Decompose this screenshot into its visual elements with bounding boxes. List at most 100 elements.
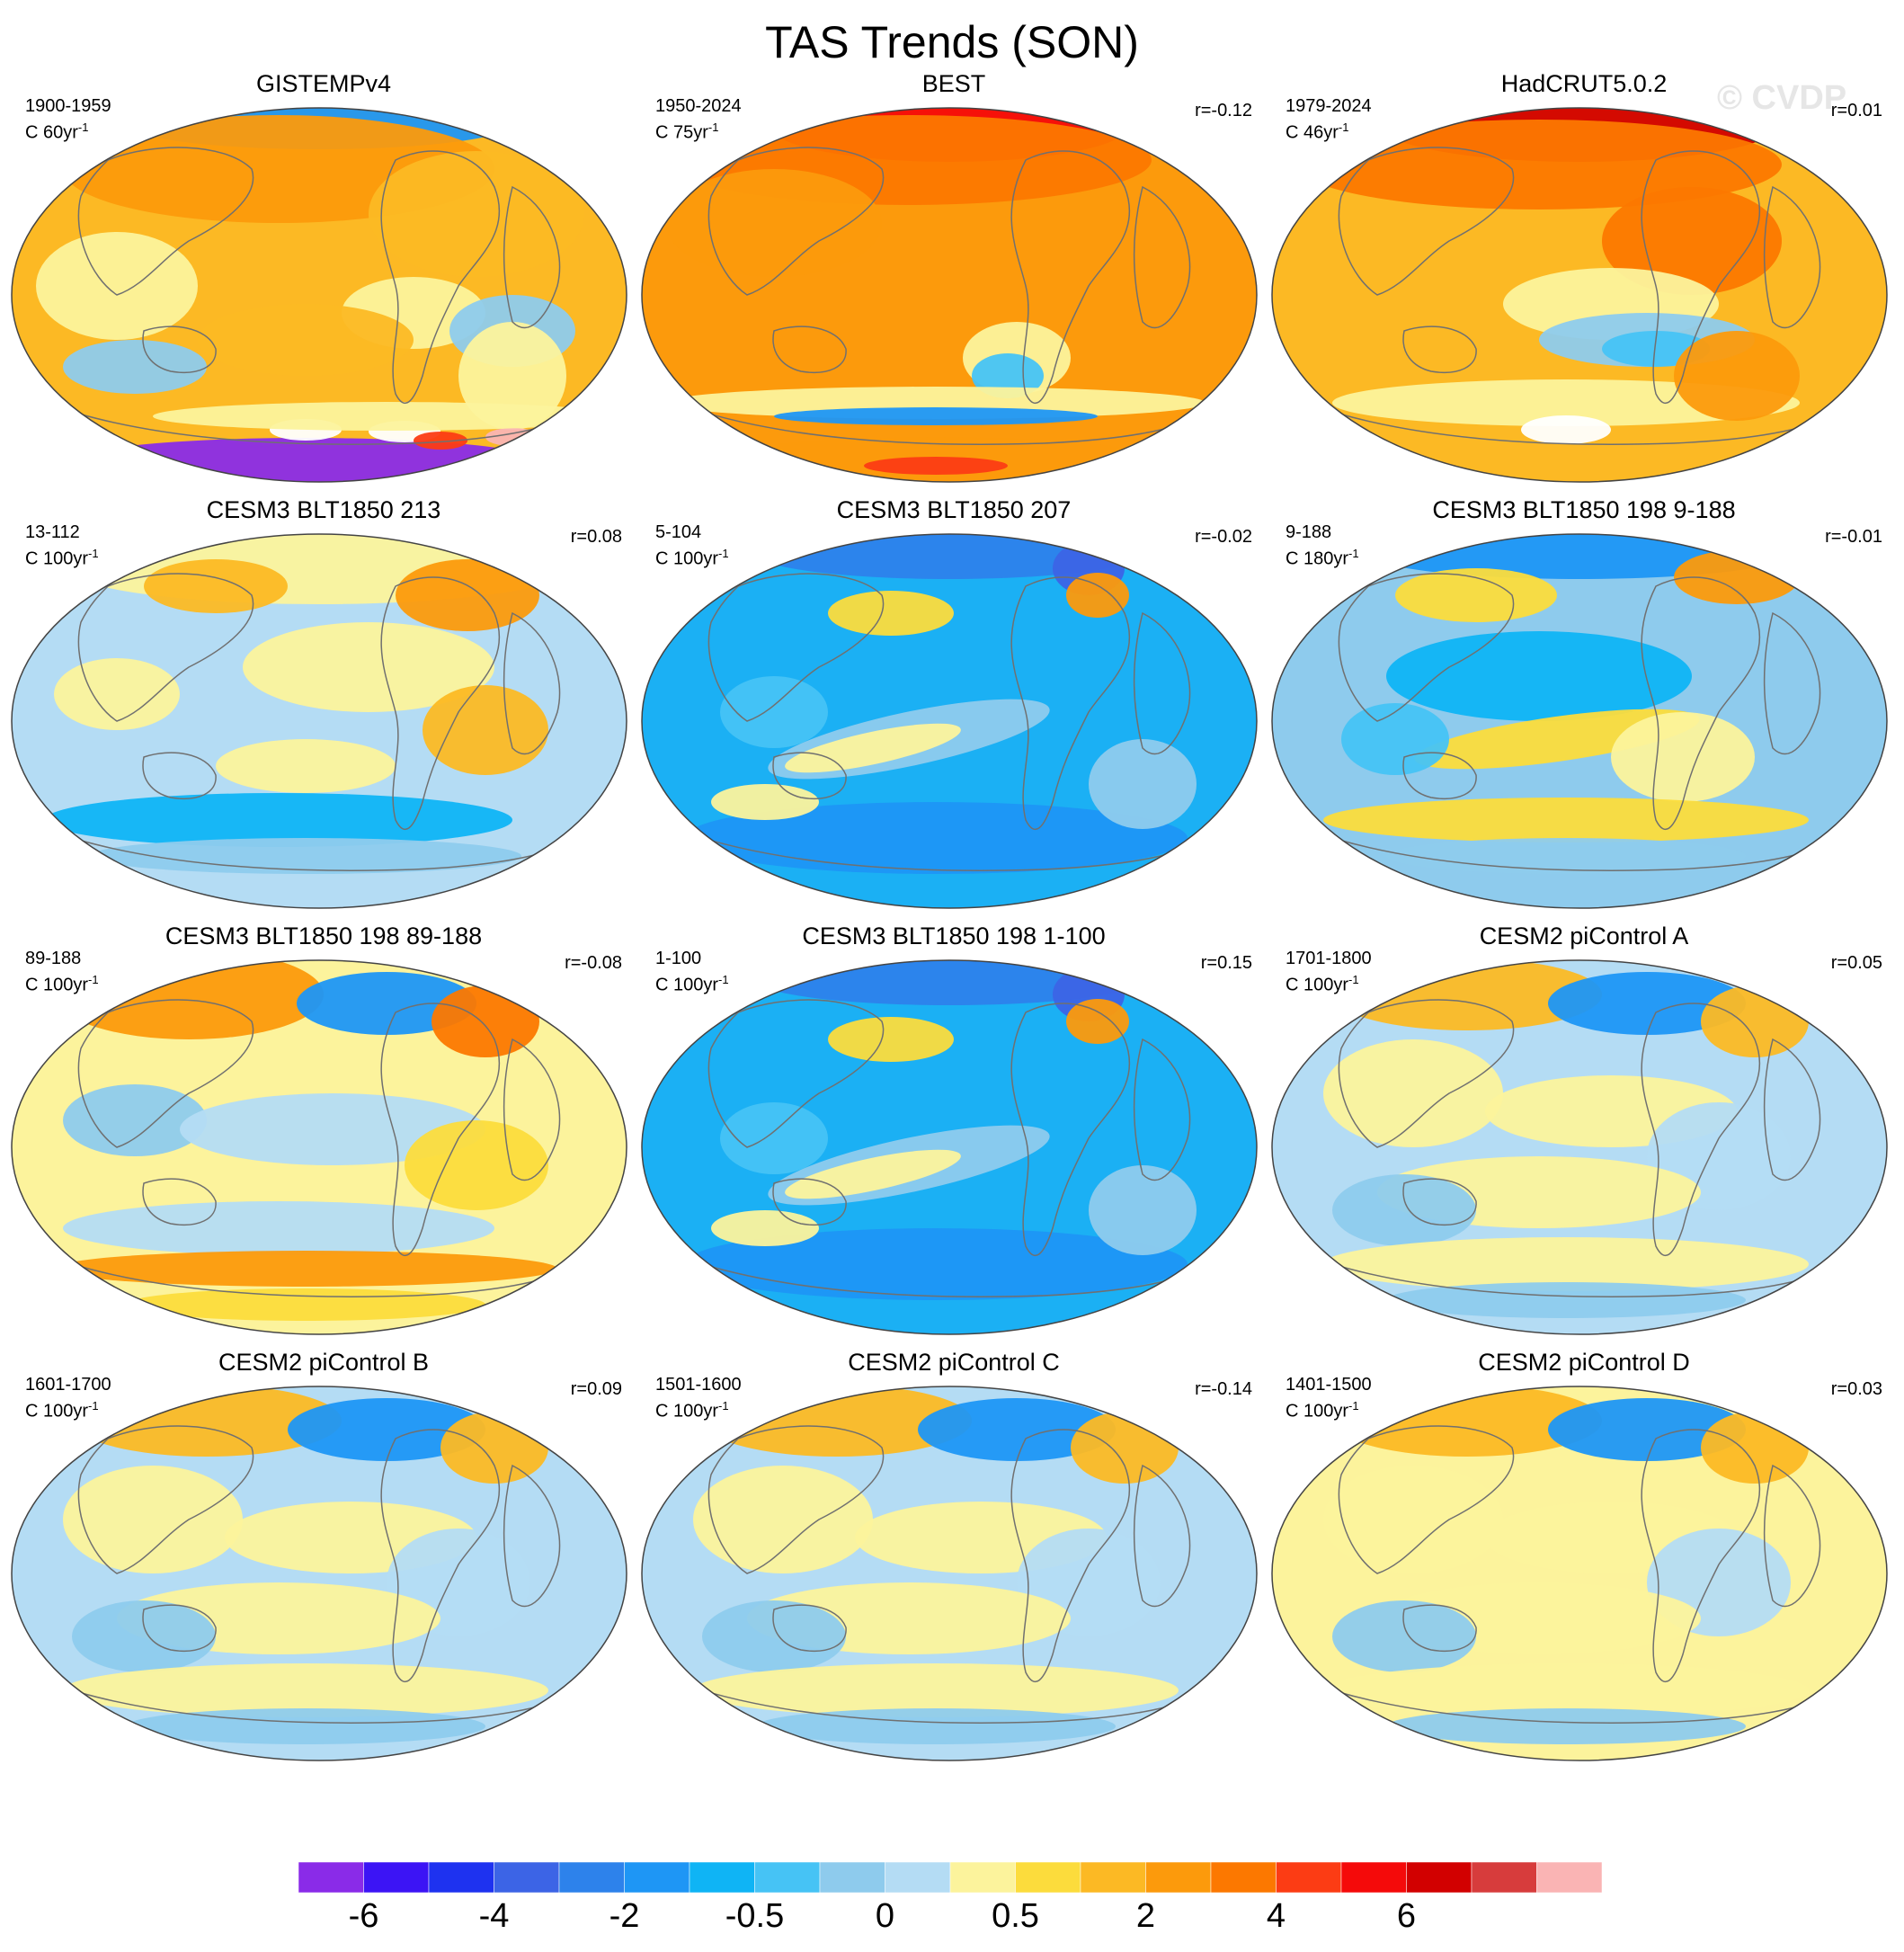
trend-region bbox=[153, 402, 620, 431]
coastline bbox=[1338, 1425, 1515, 1574]
colorbar-swatch bbox=[494, 1862, 560, 1893]
colorbar-swatch bbox=[624, 1862, 690, 1893]
trend-region bbox=[785, 1149, 961, 1199]
panel-units: C 75yr-1 bbox=[655, 120, 719, 143]
map-outline bbox=[641, 107, 1258, 483]
map-outline bbox=[11, 533, 627, 909]
trend-region bbox=[864, 457, 1008, 475]
coastline bbox=[77, 573, 254, 722]
coastline bbox=[142, 325, 217, 373]
map-panel-cesm3-198-1: CESM3 BLT1850 198 1-100 1-100 C 100yr-1 r=0… bbox=[639, 923, 1268, 1335]
panel-title: CESM3 BLT1850 207 bbox=[836, 496, 1072, 523]
coastline bbox=[77, 999, 254, 1148]
map-panel-cesm2-b: CESM2 piControl B 1601-1700 C 100yr-1 r=0.0… bbox=[9, 1349, 638, 1761]
coastline bbox=[772, 325, 847, 373]
trend-region bbox=[396, 559, 539, 631]
panel-period: 1979-2024 bbox=[1286, 96, 1372, 116]
coastline bbox=[1133, 1038, 1191, 1181]
trend-region bbox=[297, 972, 476, 1035]
trend-region bbox=[785, 723, 961, 773]
coastline bbox=[1133, 611, 1191, 755]
panel-title: HadCRUT5.0.2 bbox=[1500, 70, 1668, 97]
coastline bbox=[1641, 150, 1761, 405]
panel-correlation: r=0.03 bbox=[1830, 1379, 1882, 1399]
map-cesm3-198-89 bbox=[11, 959, 627, 1335]
coastline bbox=[707, 1425, 885, 1574]
colorbar bbox=[298, 1862, 1602, 1893]
trend-region bbox=[702, 1600, 846, 1672]
panel-units: C 60yr-1 bbox=[25, 120, 89, 143]
panel-correlation: r=0.08 bbox=[570, 527, 622, 547]
map-hadcrut bbox=[1271, 107, 1888, 483]
coastline bbox=[1763, 185, 1821, 329]
coastline bbox=[142, 1178, 217, 1226]
trend-region bbox=[1323, 1039, 1503, 1147]
panel-units: C 100yr-1 bbox=[25, 1399, 99, 1422]
trend-region bbox=[756, 1708, 1116, 1744]
panel-title: CESM3 BLT1850 213 bbox=[206, 496, 441, 523]
colorbar-swatch bbox=[1080, 1862, 1146, 1893]
panel-units: C 100yr-1 bbox=[655, 973, 729, 995]
panel-units: C 100yr-1 bbox=[25, 547, 99, 569]
panel-units: C 100yr-1 bbox=[1286, 973, 1359, 995]
panel-title: CESM2 piControl A bbox=[1479, 923, 1689, 949]
panel-units: C 100yr-1 bbox=[25, 973, 99, 995]
panel-title: CESM3 BLT1850 198 1-100 bbox=[802, 923, 1106, 949]
coastline bbox=[1133, 1464, 1191, 1608]
trend-region bbox=[63, 1663, 548, 1717]
coastline bbox=[1010, 1429, 1131, 1683]
coastline bbox=[1763, 1038, 1821, 1181]
map-outline bbox=[641, 959, 1258, 1335]
map-outline bbox=[641, 533, 1258, 909]
trend-region bbox=[1548, 1398, 1746, 1461]
colorbar-tick-label: -4 bbox=[478, 1897, 510, 1935]
map-panel-cesm3-198-89: CESM3 BLT1850 198 89-188 89-188 C 100yr-1 r… bbox=[9, 923, 638, 1335]
trend-region bbox=[423, 685, 548, 775]
figure-title: TAS Trends (SON) bbox=[765, 17, 1139, 67]
coastline bbox=[1010, 1003, 1131, 1257]
trend-region bbox=[684, 802, 1188, 874]
trend-region bbox=[458, 322, 566, 430]
map-cesm2-b bbox=[11, 1386, 627, 1761]
panel-title: BEST bbox=[921, 70, 986, 97]
coastline bbox=[503, 1464, 561, 1608]
panel-title: CESM2 piControl B bbox=[218, 1349, 430, 1376]
coastline bbox=[77, 1425, 254, 1574]
trend-region bbox=[72, 1600, 216, 1672]
colorbar-swatch bbox=[1340, 1862, 1407, 1893]
trend-region bbox=[720, 676, 828, 748]
panel-correlation: r=0.01 bbox=[1830, 101, 1882, 120]
coastline bbox=[1010, 576, 1131, 831]
coastline bbox=[380, 1429, 501, 1683]
map-panel-gistemp: GISTEMPv4 1900-1959 C 60yr-1 bbox=[9, 70, 638, 483]
map-outline bbox=[641, 1386, 1258, 1761]
trend-region bbox=[1386, 1282, 1746, 1318]
colorbar-tick-label: 0 bbox=[875, 1897, 895, 1935]
coastline bbox=[1641, 1003, 1761, 1257]
colorbar-tick-label: -6 bbox=[348, 1897, 379, 1935]
coastline bbox=[707, 147, 885, 296]
map-outline bbox=[1271, 959, 1888, 1335]
panel-units: C 100yr-1 bbox=[655, 1399, 729, 1422]
trend-region bbox=[72, 438, 539, 482]
colorbar-tick-label: 0.5 bbox=[992, 1897, 1039, 1935]
trend-region bbox=[720, 1102, 828, 1174]
trend-region bbox=[63, 1466, 243, 1573]
trend-region bbox=[1548, 972, 1746, 1035]
trend-region bbox=[243, 622, 494, 712]
coastline bbox=[503, 611, 561, 755]
map-cesm2-d bbox=[1271, 1386, 1888, 1761]
coastline bbox=[77, 147, 254, 296]
colorbar-swatch bbox=[1145, 1862, 1212, 1893]
panel-units: C 180yr-1 bbox=[1286, 547, 1359, 569]
trend-region bbox=[414, 432, 467, 450]
trend-region bbox=[1386, 631, 1692, 721]
panel-correlation: r=-0.08 bbox=[565, 953, 622, 973]
trend-region bbox=[1701, 1412, 1809, 1484]
map-outline bbox=[1271, 1386, 1888, 1761]
coastline bbox=[707, 999, 885, 1148]
trend-region bbox=[711, 784, 819, 820]
trend-region bbox=[1674, 331, 1800, 421]
trend-region bbox=[405, 1120, 548, 1210]
